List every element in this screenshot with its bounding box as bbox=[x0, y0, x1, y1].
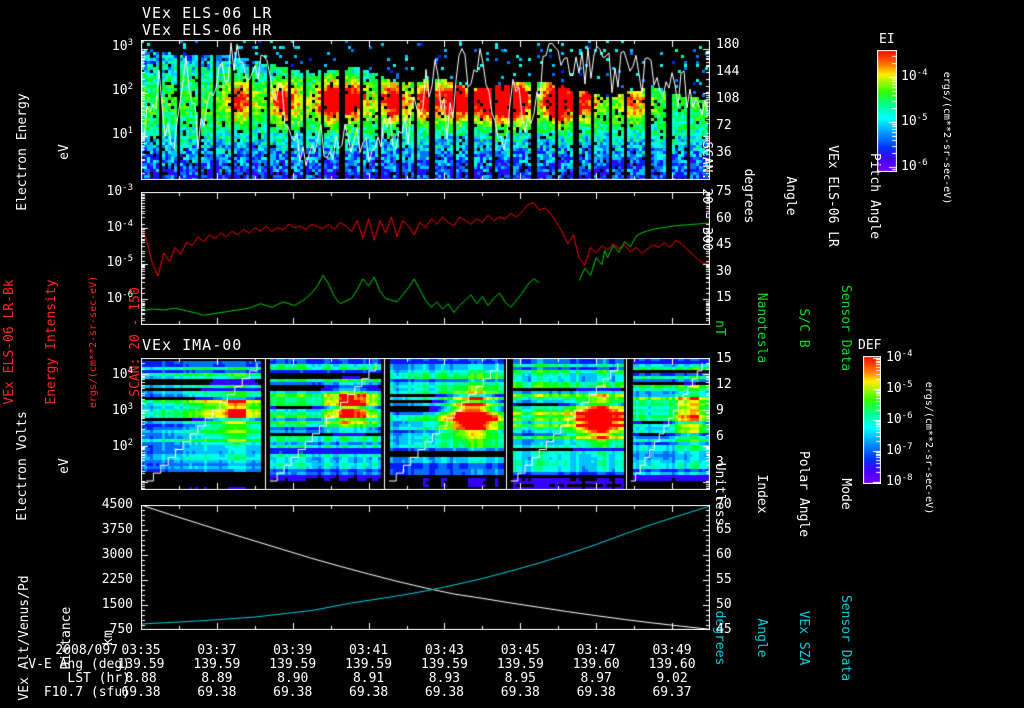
table-value: 139.59 bbox=[117, 657, 165, 672]
colorbar-ei-title: EI bbox=[879, 32, 895, 47]
p2-nt-tick: 45 bbox=[716, 237, 732, 253]
table-value: 8.90 bbox=[277, 671, 309, 686]
panel1-title-lr: VEx ELS-06 LR bbox=[142, 4, 273, 22]
time-tick-label: 03:37 bbox=[197, 643, 237, 658]
time-tick-label: 03:45 bbox=[500, 643, 540, 658]
p4-sza-tick: 60 bbox=[716, 547, 732, 562]
p3-volts-tick: 103 bbox=[111, 402, 133, 418]
table-value: 69.38 bbox=[500, 685, 540, 700]
table-value: 69.38 bbox=[197, 685, 237, 700]
table-value: 139.59 bbox=[193, 657, 241, 672]
p2-intensity-tick: 10-3 bbox=[106, 183, 134, 199]
p4-sza-tick: 70 bbox=[716, 497, 732, 512]
p2-nt-tick: 75 bbox=[716, 184, 732, 199]
p2-nt-tick: 60 bbox=[716, 210, 732, 226]
altitude-sza-timeseries-canvas bbox=[141, 505, 710, 630]
def-colorbar-tick: 10-7 bbox=[886, 442, 913, 458]
table-value: 69.38 bbox=[273, 685, 313, 700]
def-colorbar-tick: 10-8 bbox=[886, 473, 913, 489]
time-tick-label: 03:35 bbox=[121, 643, 161, 658]
ei-colorbar-tick: 10-6 bbox=[901, 158, 928, 174]
els-pitch-angle-spectrogram-canvas bbox=[141, 40, 710, 180]
panel1-title-hr: VEx ELS-06 HR bbox=[142, 21, 273, 39]
table-value: 8.91 bbox=[352, 671, 385, 686]
table-value: 139.59 bbox=[420, 657, 468, 672]
p3-volts-tick: 104 bbox=[111, 366, 133, 382]
p3-index-tick: 12 bbox=[716, 377, 732, 392]
p1-pitch-tick: 180 bbox=[716, 37, 740, 52]
table-value: 139.60 bbox=[572, 657, 620, 672]
table-row-label: LST (hr) bbox=[67, 671, 130, 686]
table-value: 69.38 bbox=[349, 685, 389, 700]
p2-nt-tick: 30 bbox=[716, 263, 732, 279]
p4-distance-tick: 1500 bbox=[101, 597, 133, 612]
def-colorbar-tick: 10-6 bbox=[886, 411, 913, 427]
p3-index-tick: 9 bbox=[716, 403, 724, 418]
p4-distance-tick: 2250 bbox=[101, 572, 133, 587]
p4-distance-tick: 3750 bbox=[101, 522, 133, 537]
p1-pitch-tick: 72 bbox=[716, 118, 732, 133]
def-colorbar-tick: 10-4 bbox=[886, 349, 913, 365]
p4-distance-tick: 4500 bbox=[101, 497, 133, 512]
table-value: 139.59 bbox=[345, 657, 393, 672]
table-value: 8.95 bbox=[504, 671, 536, 686]
p2-intensity-tick: 10-4 bbox=[106, 219, 134, 235]
p3-volts-tick: 102 bbox=[111, 438, 133, 454]
table-row-label: V-E Ang (deg) bbox=[28, 657, 130, 672]
table-value: 139.60 bbox=[648, 657, 696, 672]
colorbar-def-canvas bbox=[863, 356, 881, 484]
p4-distance-tick: 750 bbox=[109, 622, 133, 637]
p4-sza-tick: 45 bbox=[716, 622, 732, 637]
time-tick-label: 03:39 bbox=[273, 643, 313, 658]
table-value: 8.97 bbox=[580, 671, 612, 686]
p4-sza-tick: 65 bbox=[716, 522, 732, 537]
p1-pitch-tick: 36 bbox=[716, 145, 732, 160]
panel3-title-ima: VEx IMA-00 bbox=[142, 336, 243, 354]
ei-colorbar-tick: 10-5 bbox=[901, 113, 928, 129]
panel4-right-axis-label: Sensor Data VEx SZA Angle degrees bbox=[712, 594, 853, 682]
table-value: 69.38 bbox=[424, 685, 465, 700]
date-label: 2008/097 bbox=[55, 643, 118, 658]
table-value: 139.59 bbox=[496, 657, 544, 672]
table-value: 139.59 bbox=[269, 657, 317, 672]
p1-pitch-tick: 108 bbox=[716, 91, 740, 106]
table-value: 8.88 bbox=[125, 671, 157, 686]
table-value: 9.02 bbox=[656, 671, 688, 686]
table-row-label: F10.7 (sfu) bbox=[43, 685, 130, 700]
p4-distance-tick: 3000 bbox=[101, 547, 133, 562]
p1-pitch-tick: 144 bbox=[716, 64, 740, 79]
table-value: 69.38 bbox=[121, 685, 161, 700]
p2-intensity-tick: 10-5 bbox=[106, 254, 134, 270]
time-tick-label: 03:41 bbox=[349, 643, 389, 658]
p3-index-tick: 3 bbox=[716, 455, 724, 470]
ei-colorbar-tick: 10-4 bbox=[901, 68, 928, 84]
p1-energy-tick: 102 bbox=[111, 82, 133, 98]
p1-energy-tick: 103 bbox=[111, 38, 133, 54]
colorbar-ei-canvas bbox=[877, 50, 897, 172]
p2-nt-tick: 15 bbox=[716, 290, 732, 306]
intensity-bfield-timeseries-canvas bbox=[141, 192, 710, 325]
p3-index-tick: 15 bbox=[716, 351, 732, 366]
table-value: 69.37 bbox=[652, 685, 692, 700]
table-value: 8.93 bbox=[428, 671, 461, 686]
def-colorbar-tick: 10-5 bbox=[886, 380, 913, 396]
p4-sza-tick: 55 bbox=[716, 572, 732, 587]
time-tick-label: 03:47 bbox=[576, 643, 616, 658]
p1-energy-tick: 101 bbox=[111, 126, 133, 142]
ima-spectrogram-canvas bbox=[141, 358, 710, 490]
time-tick-label: 03:43 bbox=[424, 643, 465, 658]
p3-index-tick: 6 bbox=[716, 429, 724, 444]
p4-sza-tick: 50 bbox=[716, 597, 732, 612]
colorbar-def-title: DEF bbox=[858, 338, 882, 353]
table-value: 8.89 bbox=[201, 671, 233, 686]
p2-intensity-tick: 10-6 bbox=[106, 290, 134, 306]
time-tick-label: 03:49 bbox=[652, 643, 692, 658]
table-value: 69.38 bbox=[576, 685, 616, 700]
